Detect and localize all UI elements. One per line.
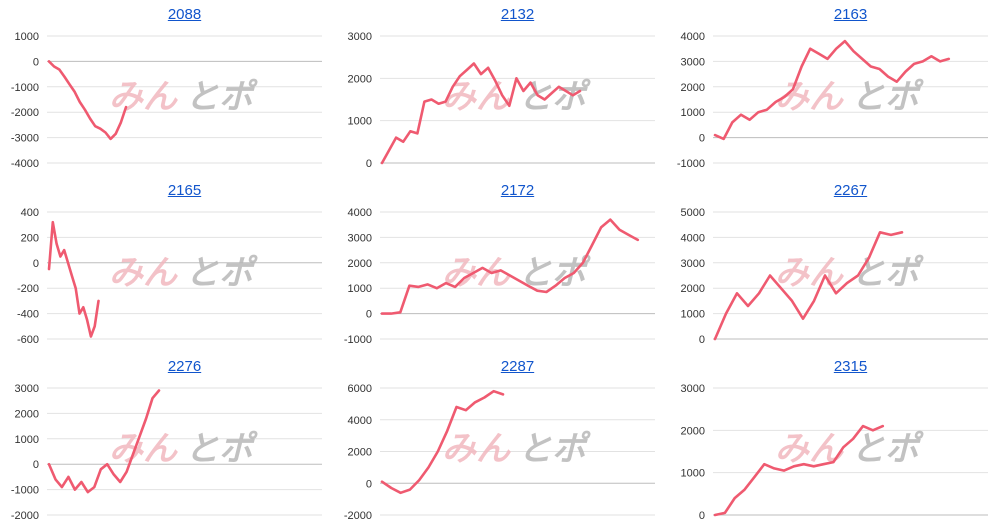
chart-panel: 2172 -1000 0 1000 2000 3000 4000 みん とポ [333, 176, 668, 352]
y-tick-label: -400 [17, 309, 39, 321]
y-tick-label: 2000 [681, 283, 705, 295]
line-chart: -2000 0 2000 4000 6000 みん とポ [344, 383, 655, 522]
chart-panel: 2276 -2000 -1000 0 1000 2000 3000 みん とポ [0, 352, 335, 528]
y-tick-label: -1000 [344, 334, 372, 346]
chart-title-link[interactable]: 2163 [833, 6, 868, 23]
chart-panel: 2287 -2000 0 2000 4000 6000 みん とポ [333, 352, 668, 528]
series-line [47, 389, 161, 494]
chart-panel: 2163 -1000 0 1000 2000 3000 4000 みん とポ [666, 0, 1000, 176]
chart-panel: 2132 0 1000 2000 3000 みん とポ [333, 0, 668, 176]
chart-title-link[interactable]: 2088 [167, 6, 202, 23]
y-tick-label: 0 [366, 309, 372, 321]
y-tick-label: 2000 [681, 82, 705, 94]
line-chart: 0 1000 2000 3000 4000 5000 みん とポ [681, 207, 988, 346]
series-line [47, 60, 128, 141]
y-tick-label: 0 [33, 258, 39, 270]
y-tick-label: 1000 [15, 434, 39, 446]
chart-title-link[interactable]: 2132 [500, 6, 535, 23]
series-line [380, 218, 640, 315]
y-tick-label: 0 [699, 334, 705, 346]
watermark-logo: みん とポ [109, 253, 258, 293]
y-tick-label: 200 [21, 232, 39, 244]
line-chart: -600 -400 -200 0 200 400 みん とポ [17, 207, 322, 346]
y-tick-label: -2000 [11, 510, 39, 522]
y-tick-label: -1000 [677, 158, 705, 170]
y-tick-label: 4000 [348, 207, 372, 219]
y-tick-label: 1000 [348, 283, 372, 295]
y-tick-label: 1000 [348, 116, 372, 128]
chart-panel: 2315 0 1000 2000 3000 みん とポ [666, 352, 1000, 528]
chart-title-link[interactable]: 2315 [833, 358, 868, 375]
line-chart: -4000 -3000 -2000 -1000 0 1000 みん とポ [11, 31, 322, 170]
y-tick-label: 3000 [348, 232, 372, 244]
series-line [713, 230, 904, 341]
y-tick-label: -4000 [11, 158, 39, 170]
y-tick-label: 2000 [348, 73, 372, 85]
chart-panel: 2165 -600 -400 -200 0 200 400 みん とポ [0, 176, 335, 352]
y-tick-label: -600 [17, 334, 39, 346]
chart-panel: 2088 -4000 -3000 -2000 -1000 0 1000 みん とポ [0, 0, 335, 176]
y-tick-label: 6000 [348, 383, 372, 395]
y-tick-label: -3000 [11, 133, 39, 145]
y-tick-label: -2000 [344, 510, 372, 522]
y-tick-label: -2000 [11, 107, 39, 119]
y-tick-label: 3000 [681, 56, 705, 68]
y-tick-label: 2000 [15, 408, 39, 420]
chart-title-link[interactable]: 2287 [500, 358, 535, 375]
y-tick-label: 0 [699, 133, 705, 145]
watermark-logo: みん とポ [442, 429, 591, 469]
watermark-logo: みん とポ [442, 253, 591, 293]
y-tick-label: 2000 [348, 258, 372, 270]
y-tick-label: 0 [33, 459, 39, 471]
y-tick-label: -1000 [11, 82, 39, 94]
chart-title-link[interactable]: 2276 [167, 358, 202, 375]
y-tick-label: 2000 [681, 425, 705, 437]
y-tick-label: 4000 [348, 415, 372, 427]
y-tick-label: 3000 [681, 258, 705, 270]
series-line [380, 389, 505, 495]
y-tick-label: 3000 [15, 383, 39, 395]
y-tick-label: 4000 [681, 232, 705, 244]
y-tick-label: 3000 [348, 31, 372, 43]
y-tick-label: -1000 [11, 485, 39, 497]
watermark-logo: みん とポ [775, 429, 924, 469]
series-line [713, 39, 951, 141]
y-tick-label: 4000 [681, 31, 705, 43]
line-chart: -1000 0 1000 2000 3000 4000 みん とポ [677, 31, 988, 170]
series-line [713, 424, 885, 517]
watermark-logo: みん とポ [775, 77, 924, 117]
watermark-logo: みん とポ [775, 253, 924, 293]
y-tick-label: 1000 [681, 107, 705, 119]
chart-panel: 2267 0 1000 2000 3000 4000 5000 みん とポ [666, 176, 1000, 352]
y-tick-label: -200 [17, 283, 39, 295]
line-chart: -1000 0 1000 2000 3000 4000 みん とポ [344, 207, 655, 346]
y-tick-label: 5000 [681, 207, 705, 219]
watermark-logo: みん とポ [109, 77, 258, 117]
y-tick-label: 0 [366, 158, 372, 170]
y-tick-label: 1000 [681, 468, 705, 480]
y-tick-label: 1000 [681, 309, 705, 321]
watermark-logo: みん とポ [109, 429, 258, 469]
chart-title-link[interactable]: 2172 [500, 182, 535, 199]
line-chart: 0 1000 2000 3000 みん とポ [681, 383, 988, 522]
y-tick-label: 0 [699, 510, 705, 522]
y-tick-label: 0 [33, 56, 39, 68]
y-tick-label: 2000 [348, 447, 372, 459]
series-line [380, 62, 582, 165]
chart-title-link[interactable]: 2267 [833, 182, 868, 199]
series-line [47, 220, 100, 338]
line-chart: -2000 -1000 0 1000 2000 3000 みん とポ [11, 383, 322, 522]
y-tick-label: 1000 [15, 31, 39, 43]
chart-title-link[interactable]: 2165 [167, 182, 202, 199]
y-tick-label: 0 [366, 478, 372, 490]
y-tick-label: 400 [21, 207, 39, 219]
y-tick-label: 3000 [681, 383, 705, 395]
